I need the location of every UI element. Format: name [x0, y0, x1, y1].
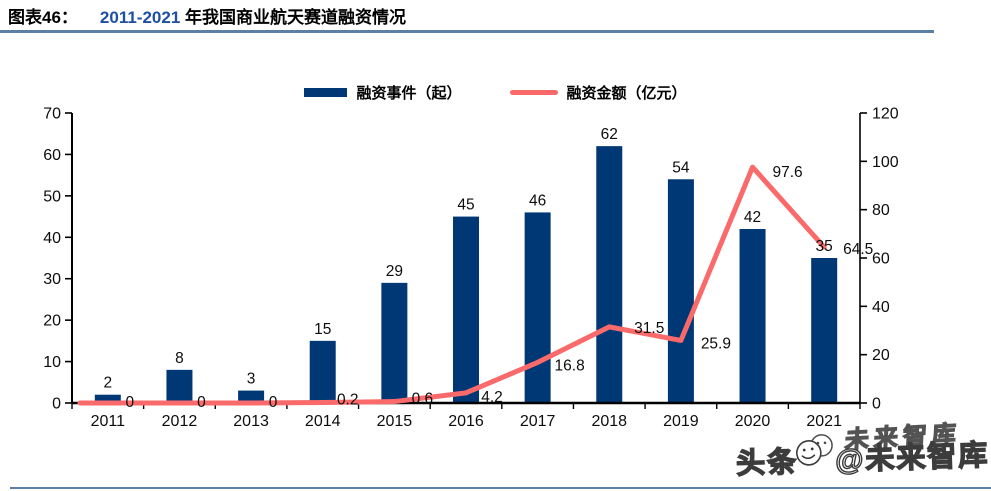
bar-label-2016: 45: [457, 197, 474, 214]
bar-2013: [238, 390, 265, 403]
legend-item-bar-series: 融资事件（起）: [304, 82, 462, 103]
line-label-2013: 0: [269, 394, 278, 411]
bar-label-2019: 54: [672, 159, 690, 176]
bar-label-2014: 15: [314, 321, 331, 338]
right-axis-tick: 0: [872, 396, 881, 413]
bar-2011: [94, 394, 121, 403]
bar-2015: [381, 282, 408, 403]
bar-2016: [453, 216, 479, 403]
line-series-swatch: [509, 90, 558, 95]
bar-2017: [524, 212, 551, 403]
figure-label: 图表46：: [8, 8, 78, 27]
line-label-2018: 31.5: [634, 320, 664, 337]
x-axis-label-2016: 2016: [448, 413, 484, 430]
legend-label-line-series: 融资金额（亿元）: [566, 85, 687, 102]
x-axis-label-2021: 2021: [806, 413, 842, 430]
bar-2012: [166, 369, 193, 403]
line-series: [77, 164, 827, 406]
bar-2021: [811, 258, 838, 403]
bar-label-2012: 8: [175, 350, 184, 367]
right-axis-tick: 60: [872, 251, 890, 268]
figure-header: 图表46： 2011-2021 年我国商业航天赛道融资情况: [8, 3, 406, 28]
bar-label-2011: 2: [104, 375, 113, 392]
line-label-2019: 25.9: [701, 335, 731, 352]
bar-series-swatch: [304, 88, 348, 97]
bar-label-2017: 46: [529, 192, 546, 209]
left-axis-tick: 40: [43, 230, 61, 247]
left-axis-tick: 50: [43, 188, 61, 205]
left-axis-tick: 70: [43, 106, 61, 123]
legend-label-bar-series: 融资事件（起）: [356, 85, 462, 102]
x-axis-label-2014: 2014: [305, 413, 341, 430]
bar-2020: [739, 229, 766, 403]
line-label-2020: 97.6: [772, 164, 802, 181]
line-label-2012: 0: [197, 394, 206, 411]
bar-label-2021: 35: [816, 238, 833, 255]
left-axis-tick: 0: [52, 396, 61, 413]
line-label-2016: 4.2: [481, 389, 503, 406]
x-axis-label-2013: 2013: [233, 413, 269, 430]
x-axis-label-2012: 2012: [162, 413, 198, 430]
title-underline: [0, 30, 934, 33]
right-axis-tick: 40: [872, 299, 890, 316]
line-label-2011: 0: [126, 394, 135, 411]
x-axis-label-2011: 2011: [91, 413, 126, 430]
legend-item-line-series: 融资金额（亿元）: [509, 82, 687, 103]
title-text: 年我国商业航天赛道融资情况: [180, 8, 407, 27]
x-axis-label-2018: 2018: [591, 413, 627, 430]
line-label-2015: 0.6: [412, 391, 434, 408]
left-axis-tick: 60: [43, 147, 61, 164]
line-label-2014: 0.2: [337, 392, 359, 409]
left-axis-tick: 30: [43, 271, 61, 288]
line-label-2021: 64.5: [843, 241, 873, 258]
bar-2014: [309, 340, 336, 403]
bar-label-2013: 3: [247, 371, 256, 388]
right-axis-tick: 20: [872, 347, 890, 364]
title-year-range: 2011-2021: [99, 8, 181, 27]
chart-legend: 融资事件（起） 融资金额（亿元）: [0, 82, 991, 103]
bar-label-2020: 42: [744, 209, 761, 226]
bar-label-2015: 29: [386, 263, 403, 280]
line-label-2017: 16.8: [555, 357, 585, 374]
x-axis-label-2019: 2019: [663, 413, 699, 430]
bottom-divider: [10, 487, 991, 489]
right-axis-tick: 80: [872, 202, 890, 219]
left-axis-tick: 10: [43, 354, 61, 371]
right-axis-tick: 120: [872, 106, 899, 123]
bar-2018: [596, 146, 623, 403]
right-axis-tick: 100: [872, 154, 899, 171]
x-axis-label-2020: 2020: [735, 413, 771, 430]
x-axis-label-2015: 2015: [377, 413, 413, 430]
x-axis-label-2017: 2017: [520, 413, 556, 430]
left-axis-tick: 20: [43, 313, 61, 330]
bar-label-2018: 62: [601, 126, 618, 143]
bar-2019: [667, 179, 694, 403]
figure-title: 2011-2021 年我国商业航天赛道融资情况: [100, 3, 406, 28]
